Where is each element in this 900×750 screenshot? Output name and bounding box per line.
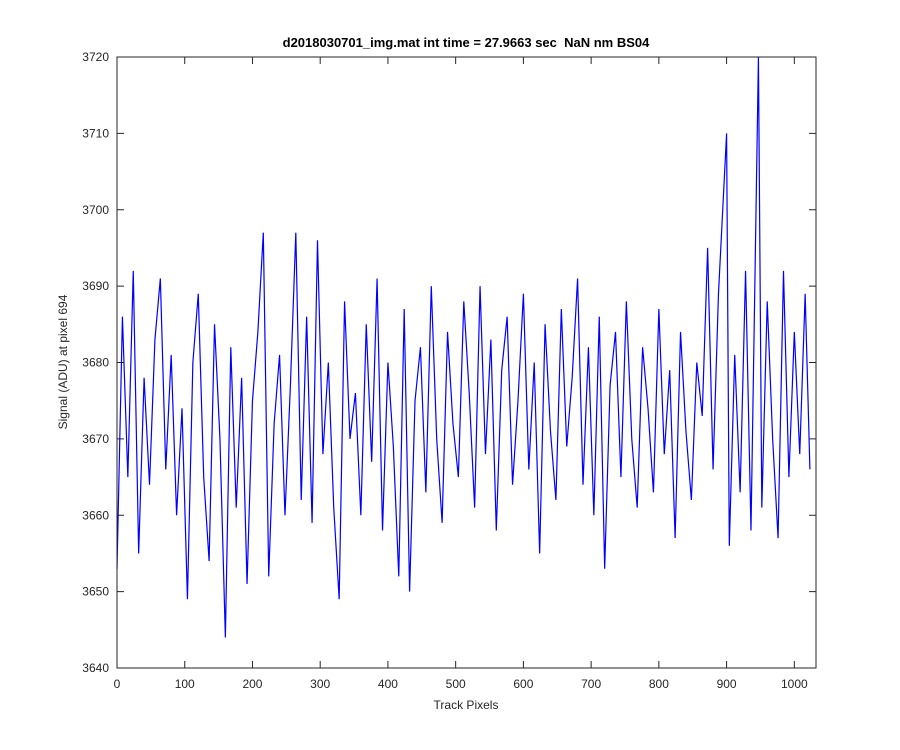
chart-title: d2018030701_img.mat int time = 27.9663 s… <box>283 35 650 50</box>
y-tick-label: 3670 <box>82 432 109 446</box>
plot-frame <box>116 56 817 669</box>
y-tick-label: 3660 <box>82 508 109 522</box>
x-tick-label: 900 <box>717 677 737 691</box>
x-tick-label: 700 <box>581 677 601 691</box>
x-tick-label: 300 <box>310 677 330 691</box>
y-axis-label: Signal (ADU) at pixel 694 <box>56 294 70 429</box>
y-tick-label: 3650 <box>82 585 109 599</box>
x-tick-label: 800 <box>649 677 669 691</box>
y-tick-label: 3640 <box>82 661 109 675</box>
y-tick-label: 3690 <box>82 279 109 293</box>
data-line <box>116 56 811 638</box>
y-tick-label: 3700 <box>82 203 109 217</box>
x-tick-label: 100 <box>175 677 195 691</box>
x-tick-label: 400 <box>378 677 398 691</box>
x-tick-label: 0 <box>114 677 121 691</box>
y-tick-label: 3720 <box>82 50 109 64</box>
x-tick-label: 1000 <box>781 677 808 691</box>
x-axis-label: Track Pixels <box>434 698 499 712</box>
y-tick-label: 3710 <box>82 126 109 140</box>
y-tick-label: 3680 <box>82 356 109 370</box>
x-tick-label: 200 <box>242 677 262 691</box>
x-tick-label: 600 <box>513 677 533 691</box>
x-tick-label: 500 <box>446 677 466 691</box>
